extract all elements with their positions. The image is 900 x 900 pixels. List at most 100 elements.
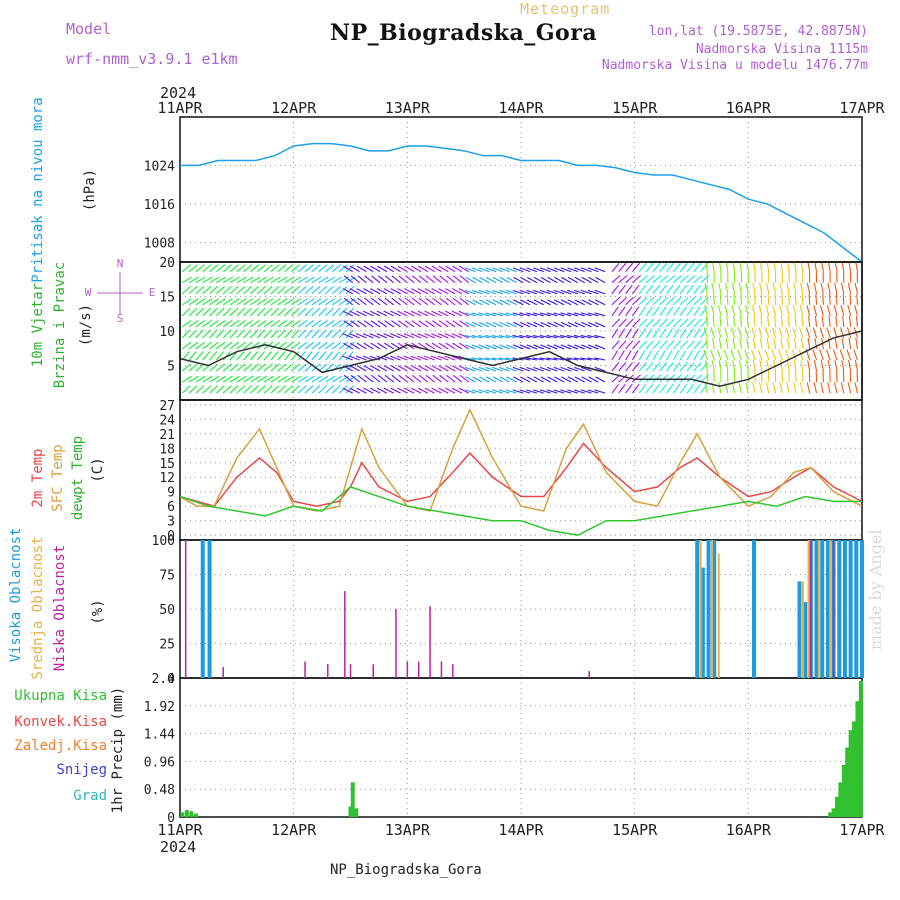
wind-arrow	[243, 375, 254, 383]
wind-arrow	[718, 282, 722, 294]
wind-arrow	[693, 350, 700, 361]
wind-arrow	[625, 328, 633, 339]
wind-arrow	[357, 374, 367, 383]
wind-arrow	[181, 329, 191, 339]
wind-arrow	[561, 276, 572, 284]
wind-arrow	[343, 320, 354, 328]
wind-arrow	[478, 267, 490, 273]
y-tick-label: 75	[159, 569, 175, 584]
wind-arrow	[216, 319, 226, 328]
wind-arrow	[659, 306, 667, 317]
wind-arrow	[771, 327, 777, 339]
wind-arrow	[471, 289, 483, 295]
wind-arrow	[725, 337, 729, 350]
wind-arrow	[485, 267, 497, 273]
wind-arrow	[277, 319, 287, 328]
wind-arrow	[492, 376, 504, 383]
wind-arrow	[338, 307, 348, 317]
compass-s: S	[117, 312, 124, 325]
wind-arrow	[452, 275, 463, 284]
wind-arrow	[349, 288, 360, 295]
wind-arrow	[611, 306, 619, 317]
high-cloud-bar	[706, 540, 711, 678]
model-name: wrf-nmm_v3.9.1 e1km	[66, 50, 238, 68]
wind-arrow	[478, 334, 490, 339]
wind-arrow	[397, 342, 408, 350]
wind-arrow	[431, 387, 442, 394]
wind-arrow	[666, 296, 675, 306]
wind-arrow	[853, 349, 858, 361]
wind-arrow	[458, 387, 469, 394]
wind-arrow	[672, 262, 681, 273]
wind-arrow	[693, 306, 701, 317]
wind-arrow	[746, 337, 749, 350]
wind-arrow	[679, 362, 688, 372]
wind-arrow	[750, 349, 756, 361]
wind-arrow	[250, 276, 261, 284]
y-tick-label: 1016	[144, 198, 175, 213]
wind-arrow	[356, 387, 367, 394]
wind-arrow	[594, 366, 606, 372]
wind-arrow	[618, 374, 628, 383]
wind-arrow	[338, 385, 348, 394]
wind-arrow	[391, 275, 401, 284]
wind-arrow	[291, 307, 300, 317]
wind-arrow	[799, 382, 804, 394]
wind-arrow	[786, 382, 790, 394]
wind-arrow	[439, 374, 449, 383]
wind-arrow	[827, 382, 831, 394]
wind-arrow	[566, 334, 578, 339]
wind-arrow	[813, 360, 818, 372]
panel-precipitation: 0 0.48 0.96 1.44 1.92 2.4	[144, 672, 863, 826]
wind-arrow	[471, 344, 483, 350]
wind-arrow	[760, 315, 763, 327]
wind-arrow	[332, 298, 342, 306]
wind-arrow	[779, 382, 783, 394]
wind-arrow	[270, 329, 279, 339]
wind-arrow	[625, 362, 633, 372]
precip-bar	[831, 808, 836, 817]
wind-arrow	[560, 389, 572, 394]
wind-arrow	[532, 357, 544, 361]
wind-arrow	[431, 365, 442, 372]
wind-arrow	[686, 340, 695, 350]
wind-arrow	[618, 350, 625, 361]
wind-arrow	[744, 349, 749, 361]
y-tick-label: 21	[159, 428, 175, 443]
wind-arrow	[854, 305, 858, 316]
wind-arrow	[703, 349, 708, 361]
wind-arrow	[216, 363, 226, 372]
wind-arrow	[349, 310, 360, 317]
wind-arrow	[188, 298, 199, 306]
wind-arrow	[679, 328, 687, 339]
y-tick-label: 50	[159, 603, 175, 618]
wind-arrow	[693, 262, 702, 273]
wind-arrow	[446, 275, 456, 284]
wind-arrow	[594, 321, 606, 328]
wind-arrow	[485, 299, 497, 306]
wind-arrow	[738, 305, 743, 316]
wind-arrow	[632, 275, 642, 284]
wind-arrow	[451, 355, 463, 361]
wind-arrow	[745, 282, 749, 294]
x-tick-label-bottom: 13APR	[385, 821, 431, 839]
wind-arrow	[560, 312, 572, 317]
wind-arrow	[567, 276, 579, 284]
wind-arrow	[236, 276, 247, 284]
wind-arrow	[553, 366, 565, 372]
wind-arrow	[546, 267, 558, 273]
wind-arrow	[752, 382, 756, 394]
wind-arrow	[397, 288, 408, 295]
wind-arrow	[284, 264, 294, 273]
wind-arrow	[498, 357, 510, 361]
wind-arrow	[739, 337, 743, 350]
wind-arrow	[611, 296, 621, 306]
wind-arrow	[304, 351, 313, 361]
precip-bar	[348, 806, 353, 817]
wind-arrow	[785, 305, 790, 316]
wind-arrow	[195, 363, 205, 372]
wind-arrow	[594, 334, 606, 339]
wind-arrow	[638, 350, 646, 361]
wind-arrow	[284, 351, 293, 361]
